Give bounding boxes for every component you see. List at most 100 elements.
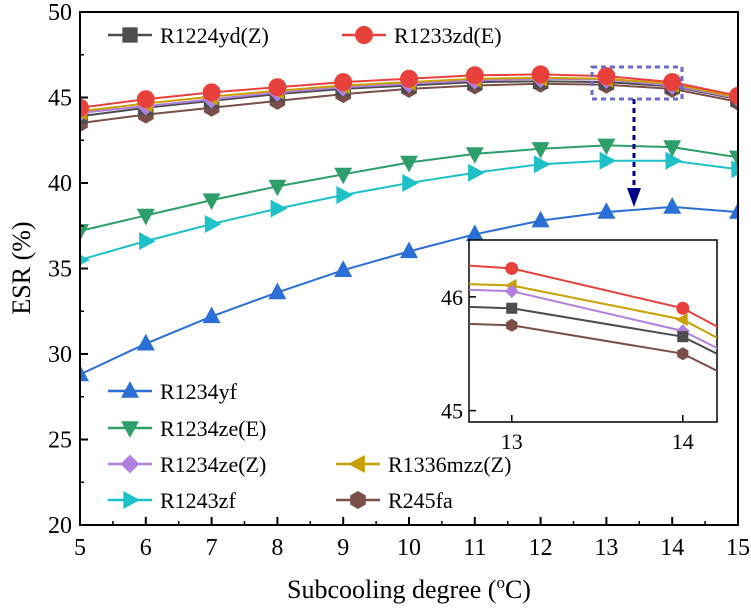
- legend-entry-r1234yf: R1234yf: [108, 379, 238, 404]
- legend-label: R1234ze(Z): [160, 452, 266, 477]
- point-r1243zf-9: [336, 186, 354, 204]
- point-r1234ze-e-15: [729, 150, 738, 168]
- legend-label: R245fa: [388, 488, 453, 513]
- point-r1234ze-e-13: [597, 138, 616, 156]
- x-tick-label: 5: [74, 535, 86, 561]
- inset-y-tick-label: 45: [441, 399, 463, 424]
- inset-series-r245fa: [469, 318, 717, 372]
- legend-entry-r1234ze-e: R1234ze(E): [108, 416, 266, 441]
- point-r1233zd-e-9: [334, 73, 353, 92]
- point-r1233zd-e-15: [729, 86, 738, 105]
- point-r1234ze-e-6: [136, 208, 155, 226]
- legend-label: R1234ze(E): [160, 416, 266, 441]
- x-tick-label: 8: [271, 535, 283, 561]
- series-r1243zf: [80, 151, 738, 266]
- legend-label: R1243zf: [160, 488, 236, 513]
- series-r1234yf: [80, 197, 738, 382]
- inset-point-r1224yd-z-13: [506, 302, 518, 314]
- point-r1234ze-e-5: [80, 224, 89, 241]
- point-r1234ze-e-14: [663, 140, 682, 157]
- point-r1234yf-13: [597, 202, 616, 219]
- point-r1234ze-e-11: [465, 147, 484, 164]
- legend-label: R1224yd(Z): [160, 23, 269, 48]
- legend-marker-r1336mzz-z: [348, 455, 365, 473]
- legend-marker-r1243zf: [123, 491, 140, 509]
- legend-label: R1336mzz(Z): [388, 452, 511, 477]
- point-r1234yf-10: [400, 241, 418, 259]
- legend-marker-r1234yf: [121, 381, 139, 398]
- point-r1243zf-6: [139, 232, 156, 251]
- inset-point-r1233zd-e-14: [676, 301, 690, 315]
- point-r1243zf-13: [599, 151, 617, 170]
- x-axis-title-suffix: C): [505, 575, 531, 604]
- x-tick-label: 13: [594, 535, 618, 561]
- point-r1233zd-e-13: [597, 67, 616, 86]
- x-tick-label: 9: [337, 535, 349, 561]
- y-axis: 20 25 30 35 40 45 50: [48, 0, 88, 539]
- inset-line-r245fa: [469, 322, 717, 372]
- y-tick-label: 30: [48, 342, 72, 368]
- legend-top: R1224yd(Z) R1233zd(E): [108, 23, 502, 48]
- point-r1234yf-15: [729, 202, 738, 219]
- y-tick-label: 40: [48, 171, 72, 197]
- zoom-region-box: [590, 65, 684, 101]
- x-tick-label: 10: [397, 535, 421, 561]
- x-tick-label: 6: [140, 535, 152, 561]
- y-axis-title: ESR (%): [7, 221, 36, 314]
- point-r1243zf-15: [731, 160, 738, 179]
- y-tick-label: 20: [48, 513, 72, 539]
- point-r1233zd-e-10: [400, 69, 418, 88]
- legend-marker-r1224yd-z: [122, 27, 138, 43]
- plot-area: [80, 65, 738, 382]
- point-r1243zf-12: [533, 155, 551, 174]
- inset-point-r1336mzz-z-14: [675, 313, 688, 327]
- point-r1243zf-14: [665, 151, 683, 170]
- legend-entry-r1243zf: R1243zf: [108, 488, 236, 513]
- x-tick-label: 12: [529, 535, 553, 561]
- x-axis-title: Subcooling degree (oC): [287, 573, 531, 604]
- inset-line-r1336mzz-z: [469, 283, 717, 339]
- inset-point-r1233zd-e-13: [505, 261, 519, 275]
- legend-marker-r1234ze-e: [121, 421, 139, 438]
- inset-point-r1224yd-z-14: [677, 331, 689, 343]
- y-tick-label: 45: [48, 86, 72, 112]
- point-r1234yf-7: [202, 306, 221, 324]
- point-r1233zd-e-14: [663, 73, 682, 92]
- inset-y-tick-label: 46: [441, 285, 463, 310]
- zoom-arrow-head: [627, 188, 641, 207]
- x-tick-label: 14: [660, 535, 684, 561]
- point-r1233zd-e-11: [465, 66, 484, 85]
- x-tick-label: 11: [463, 535, 486, 561]
- point-r1243zf-5: [80, 254, 90, 266]
- point-r1234yf-8: [268, 282, 287, 300]
- inset-point-r245fa-13: [506, 318, 518, 332]
- inset-plot-area: [469, 261, 717, 372]
- legend-marker-r245fa: [350, 491, 366, 509]
- inset-line-r1233zd-e: [469, 264, 717, 328]
- point-r1234ze-e-7: [202, 193, 221, 210]
- y-tick-label: 50: [48, 0, 72, 26]
- point-r1233zd-e-8: [268, 78, 287, 97]
- inset-point-r1234ze-z-13: [504, 284, 519, 298]
- point-r1233zd-e-7: [202, 83, 221, 102]
- inset-series-r1224yd-z: [469, 302, 717, 355]
- point-r1234yf-6: [136, 333, 155, 351]
- y-tick-label: 35: [48, 257, 72, 283]
- x-axis: 5 6 7 8 9 10 11 12 13 14 15: [74, 517, 750, 561]
- legend-entry-r245fa: R245fa: [336, 488, 453, 513]
- point-r1234yf-12: [531, 210, 550, 228]
- legend-bottom: R1234yf R1234ze(E) R1234ze(Z) R1336mzz(Z) R1…: [108, 379, 511, 513]
- inset-axes: 13 14 45 46: [441, 285, 694, 454]
- point-r1243zf-7: [204, 215, 222, 233]
- legend-entry-r1336mzz-z: R1336mzz(Z): [336, 452, 511, 477]
- point-r1234yf-14: [663, 197, 682, 214]
- legend-entry-r1234ze-z: R1234ze(Z): [108, 452, 266, 477]
- point-r1234ze-e-10: [400, 155, 418, 173]
- point-r1243zf-8: [270, 199, 288, 218]
- x-tick-label: 15: [726, 535, 750, 561]
- inset-series-r1233zd-e: [469, 261, 717, 328]
- legend-entry-r1224yd-z: R1224yd(Z): [108, 23, 269, 48]
- inset-line-r1234ze-z: [469, 288, 717, 350]
